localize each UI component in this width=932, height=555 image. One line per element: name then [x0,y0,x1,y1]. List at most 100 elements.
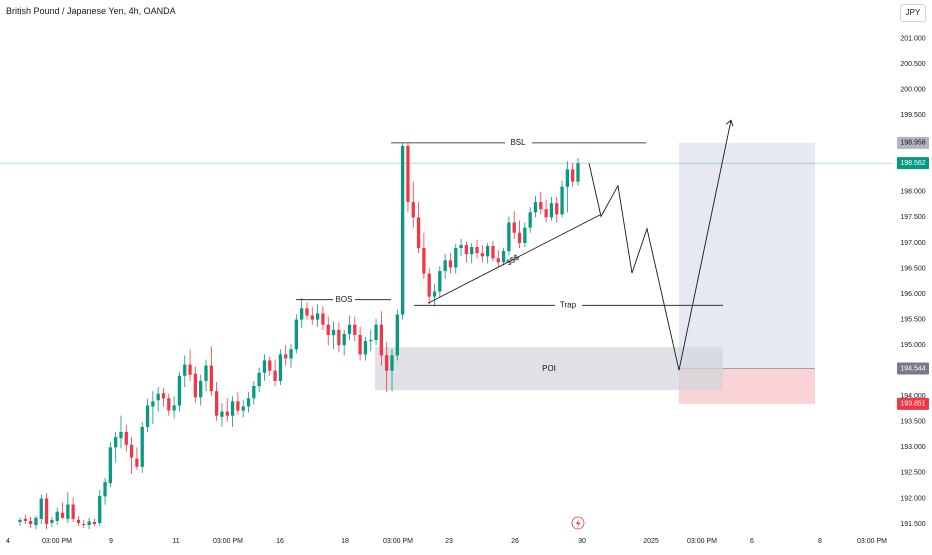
candle-body [438,271,442,292]
candle-body [193,373,198,398]
lightning-icon-bolt [576,519,581,528]
y-tick-label: 193.500 [900,419,925,426]
current-price-badge-bg [897,157,929,170]
y-tick-label: 193.000 [900,444,925,451]
candle-body [390,355,394,371]
x-tick-label: 26 [511,538,519,545]
candle-body [486,246,490,257]
candle-body [28,520,33,524]
candle-body [246,398,251,407]
x-tick-label: 18 [341,538,349,545]
x-tick-label: 30 [578,538,586,545]
candle-body [114,437,118,448]
y-tick-label: 196.000 [900,291,925,298]
trap-label: Trap [560,300,577,309]
candle-body [156,393,160,401]
projection-path [588,120,732,371]
candle-body [135,458,139,467]
candle-body [448,260,453,268]
candle-body [480,253,484,257]
candle-body [82,524,86,526]
candle-body [560,186,564,215]
x-tick-label: 2025 [643,538,659,545]
entry-price-badge-bg [897,362,929,375]
candle-body [443,260,447,272]
candle-body [400,145,405,315]
liquidity-label: $$$ [505,252,522,267]
candle-body [230,401,235,416]
candle-body [278,354,283,381]
candle-body [262,360,267,373]
y-tick-label: 199.500 [900,112,925,119]
candle-body [496,258,500,263]
x-tick-label: 8 [818,538,822,545]
candle-body [284,354,288,359]
projection-arrowhead [725,119,734,127]
candle-body [188,364,192,375]
candle-body [533,202,538,213]
candle-body [576,163,580,182]
candle-body [363,341,368,355]
y-tick-label: 200.000 [900,86,925,93]
candle-body [71,504,75,519]
candle-body [76,519,81,523]
candle-body [289,349,293,359]
y-tick-label: 195.000 [900,342,925,349]
candle-body [183,364,187,376]
current-price-badge: 198.562 [900,160,925,167]
lightning-icon [571,516,585,530]
candle-body [571,169,575,182]
candle-body [326,324,330,335]
y-tick-label: 192.000 [900,495,925,502]
candle-body [34,517,38,526]
candle-body [470,247,474,255]
trendline [427,214,601,304]
candle-body [225,411,229,416]
x-tick-label: 4 [6,538,10,545]
currency-button[interactable]: JPY [900,4,926,22]
candle-body [416,217,421,249]
target-zone [679,142,815,369]
candle-body [161,393,166,399]
candle-body [549,203,554,218]
candle-body [517,232,522,243]
candle-body [236,401,240,411]
chart-title: British Pound / Japanese Yen, 4h, OANDA [6,6,176,16]
y-tick-label: 194.000 [900,393,925,400]
candle-body [39,498,43,519]
candle-body [50,519,54,523]
candle-body [151,401,155,407]
candle-body [507,222,511,252]
poi-zone [375,347,723,391]
candle-body [268,360,272,371]
candle-body [23,518,27,521]
x-tick-label: 16 [276,538,284,545]
candle-body [129,444,134,458]
candle-body [523,227,527,243]
candle-body [315,313,320,320]
y-tick-label: 192.500 [900,470,925,477]
candle-body [214,391,219,416]
candle-body [167,398,171,411]
candle-body [411,202,415,218]
candle-body [220,411,224,417]
x-tick-label: 03:00 PM [383,538,413,545]
candle-body [331,329,336,335]
bsl-label: BSL [510,138,526,147]
x-tick-label: 03:00 PM [42,538,72,545]
stop-price-badge: 193.851 [900,401,925,408]
candle-body [555,203,559,215]
candle-body [252,386,256,399]
candle-body [379,324,384,356]
y-tick-label: 198.000 [900,189,925,196]
y-tick-label: 197.500 [900,214,925,221]
candle-body [310,315,314,320]
candle-body [103,482,107,497]
candle-body [199,380,203,398]
candle-body [427,273,431,297]
candle-body [18,519,22,522]
candle-body [459,244,463,249]
y-tick-label: 197.000 [900,240,925,247]
